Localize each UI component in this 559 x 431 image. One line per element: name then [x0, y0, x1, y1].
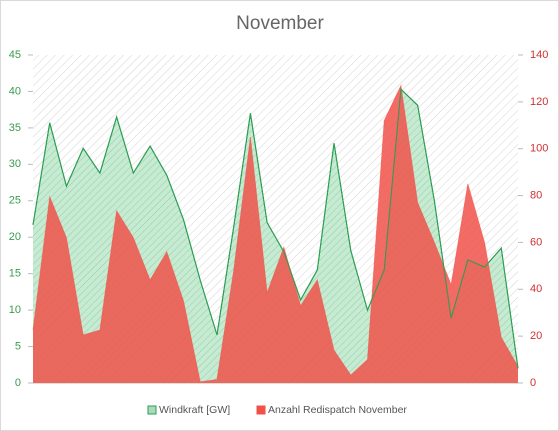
legend-swatch — [256, 405, 266, 415]
y-tick-label: 40 — [9, 85, 21, 97]
y-tick-label: 35 — [9, 122, 21, 134]
legend-label: Windkraft [GW] — [159, 404, 230, 416]
y-tick-label: 20 — [9, 231, 21, 243]
y-tick-label: 45 — [9, 49, 21, 61]
y2-tick-label: 80 — [530, 189, 542, 201]
chart-title: November — [236, 13, 324, 34]
legend: Windkraft [GW] Anzahl Redispatch November — [147, 404, 407, 416]
y-tick-label: 25 — [9, 195, 21, 207]
y2-tick-label: 60 — [530, 236, 542, 248]
y2-tick-label: 100 — [530, 143, 548, 155]
y2-tick-label: 20 — [530, 330, 542, 342]
y-tick-label: 10 — [9, 304, 21, 316]
area-line — [32, 88, 519, 369]
y-tick-label: 15 — [9, 268, 21, 280]
y2-tick-label: 0 — [530, 377, 536, 389]
legend-label: Anzahl Redispatch November — [268, 404, 407, 416]
y-tick-label: 5 — [15, 340, 21, 352]
y2-tick-label: 40 — [530, 283, 542, 295]
legend-swatch — [147, 405, 157, 415]
area — [33, 85, 518, 383]
y2-tick-label: 140 — [530, 49, 548, 61]
y2-tick-label: 120 — [530, 96, 548, 108]
y-tick-label: 30 — [9, 158, 21, 170]
area-line — [32, 84, 519, 383]
y-tick-label: 0 — [15, 377, 21, 389]
